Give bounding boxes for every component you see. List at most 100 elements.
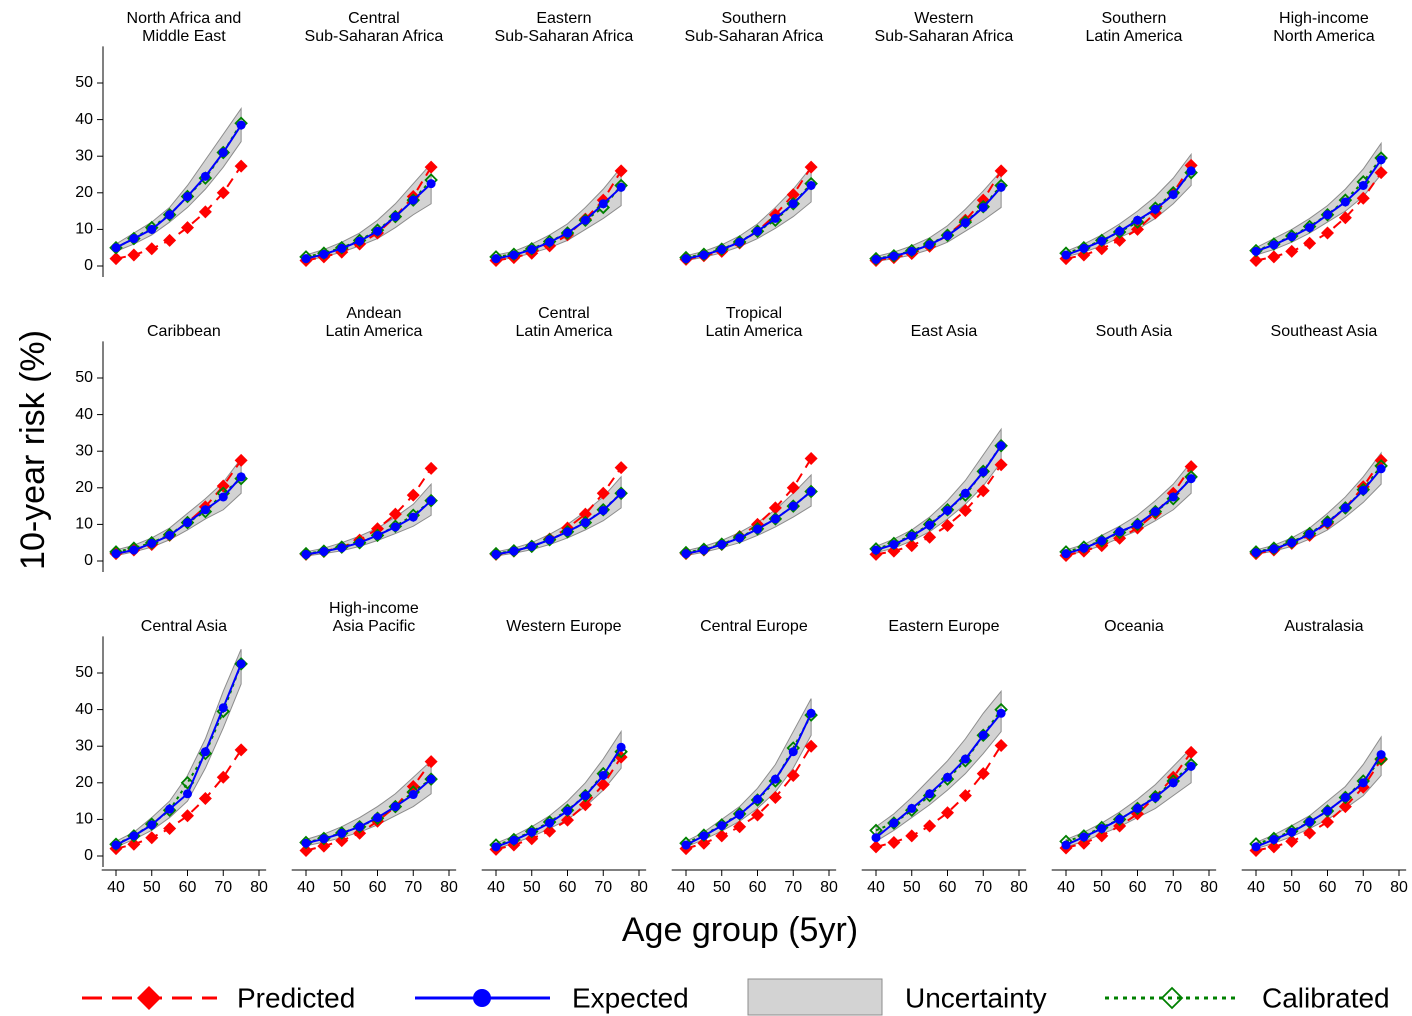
panel-title: Latin America	[325, 323, 422, 340]
expected-marker	[355, 236, 365, 246]
expected-marker	[1251, 246, 1261, 256]
expected-marker	[165, 804, 175, 814]
y-tick-label: 0	[84, 847, 93, 864]
predicted-marker	[1095, 242, 1109, 256]
predicted-marker	[1249, 254, 1263, 268]
expected-marker	[1323, 806, 1332, 816]
expected-marker	[717, 540, 727, 550]
expected-marker	[770, 514, 780, 524]
expected-marker	[509, 835, 519, 845]
expected-marker	[735, 237, 745, 247]
expected-marker	[337, 543, 347, 553]
predicted-marker	[1338, 800, 1352, 814]
expected-marker	[527, 245, 537, 255]
y-tick-label: 10	[75, 221, 93, 238]
panel-title: Tropical	[726, 305, 782, 322]
expected-marker	[1323, 518, 1332, 528]
predicted-marker	[1267, 250, 1281, 264]
expected-marker	[1133, 519, 1142, 529]
expected-marker	[473, 989, 491, 1007]
expected-marker	[943, 772, 952, 782]
predicted-marker	[234, 159, 248, 173]
expected-marker	[1115, 527, 1125, 537]
expected-marker	[165, 530, 175, 540]
predicted-marker	[768, 790, 782, 804]
expected-marker	[871, 545, 881, 555]
panel-title: Western	[914, 10, 973, 27]
expected-marker	[1097, 536, 1107, 546]
predicted-marker	[406, 488, 420, 502]
predicted-marker	[905, 539, 919, 553]
predicted-marker	[216, 186, 230, 200]
expected-marker	[509, 250, 519, 260]
expected-marker	[111, 840, 121, 850]
expected-marker	[806, 180, 816, 190]
y-tick-label: 0	[84, 552, 93, 569]
panel-title: Central Europe	[700, 618, 808, 635]
panel: Eastern Europe 40 50 60 70 80	[861, 618, 1028, 896]
predicted-marker	[1131, 222, 1144, 236]
predicted-marker	[1374, 166, 1388, 180]
x-tick-label: 50	[1093, 879, 1111, 896]
expected-marker	[1305, 529, 1315, 539]
expected-marker	[1186, 474, 1196, 484]
expected-marker	[753, 794, 762, 804]
x-tick-label: 60	[749, 879, 767, 896]
predicted-marker	[1303, 236, 1317, 250]
predicted-marker	[109, 252, 123, 266]
uncertainty-band	[115, 457, 242, 557]
expected-marker	[753, 524, 762, 534]
panel-title: Asia Pacific	[333, 618, 416, 635]
expected-marker	[978, 202, 988, 212]
expected-marker	[111, 243, 121, 253]
x-tick-label: 50	[713, 879, 731, 896]
predicted-marker	[424, 755, 438, 769]
expected-marker	[337, 828, 347, 838]
expected-marker	[943, 231, 952, 241]
expected-marker	[753, 226, 762, 236]
panel-title: Middle East	[142, 28, 226, 45]
predicted-marker	[543, 824, 557, 838]
expected-marker	[218, 148, 228, 158]
predicted-marker	[976, 484, 990, 498]
predicted-marker	[234, 743, 248, 757]
expected-marker	[978, 467, 988, 477]
predicted-marker	[905, 829, 919, 843]
uncertainty-band	[1255, 451, 1382, 556]
predicted-marker	[1184, 460, 1198, 474]
predicted-marker	[578, 798, 592, 812]
expected-marker	[390, 802, 400, 812]
expected-marker	[889, 540, 899, 550]
predicted-marker	[869, 840, 883, 854]
expected-marker	[1150, 204, 1160, 214]
x-tick-label: 80	[820, 879, 838, 896]
panel: East Asia	[869, 323, 1008, 561]
y-tick-label: 10	[75, 516, 93, 533]
expected-marker	[491, 842, 501, 852]
expected-marker	[301, 838, 311, 848]
expected-marker	[681, 254, 691, 264]
x-tick-label: 70	[404, 879, 422, 896]
expected-marker	[616, 742, 626, 752]
x-tick-label: 40	[677, 879, 695, 896]
expected-marker	[319, 546, 329, 556]
x-tick-label: 50	[903, 879, 921, 896]
calibrated-marker	[180, 776, 195, 790]
expected-marker	[147, 538, 157, 548]
panel-title: Australasia	[1284, 618, 1363, 635]
predicted-marker	[941, 518, 954, 532]
panel-title: Central	[538, 305, 590, 322]
expected-marker	[183, 518, 192, 528]
panel: Central Europe 40 50 60 70 80	[671, 618, 838, 896]
expected-marker	[218, 492, 228, 502]
expected-marker	[129, 234, 139, 244]
predicted-marker	[1095, 829, 1109, 843]
expected-marker	[788, 747, 798, 757]
expected-marker	[1186, 166, 1196, 176]
expected-marker	[408, 512, 418, 522]
expected-marker	[1115, 226, 1125, 236]
predicted-marker	[127, 837, 141, 851]
predicted-marker	[994, 738, 1008, 752]
